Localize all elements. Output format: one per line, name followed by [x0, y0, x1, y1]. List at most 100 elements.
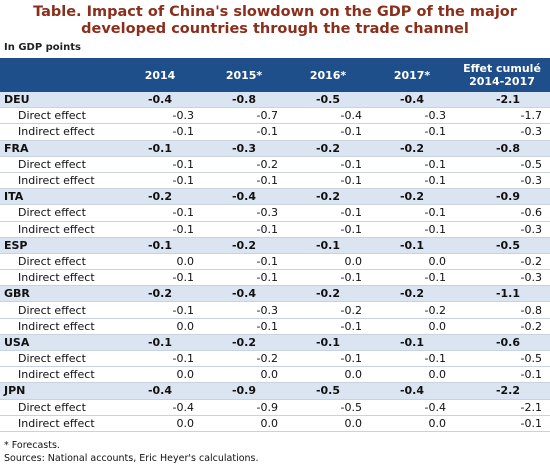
effect-value: -2.1 [454, 399, 550, 416]
effect-label: Indirect effect [0, 123, 118, 141]
effect-value: -0.1 [454, 366, 550, 384]
country-label: FRA [0, 140, 118, 157]
country-label: JPN [0, 382, 118, 400]
header-cell: 2015* [202, 58, 286, 92]
country-value: -0.4 [118, 382, 202, 400]
header-text: 2017* [393, 68, 431, 82]
effect-row: Indirect effect -0.1 -0.1 -0.1 -0.1 -0.3 [0, 123, 550, 141]
effect-value: -0.4 [370, 399, 454, 416]
effect-row: Direct effect 0.0 -0.1 0.0 0.0 -0.2 [0, 253, 550, 271]
country-value: -0.1 [370, 237, 454, 254]
country-row: GBR -0.2 -0.4 -0.2 -0.2 -1.1 [0, 285, 550, 303]
country-value: -0.4 [202, 285, 286, 303]
effect-value: -0.3 [454, 269, 550, 287]
country-label: GBR [0, 285, 118, 303]
header-cell: 2016* [286, 58, 370, 92]
effect-value: -0.1 [202, 318, 286, 335]
effect-value: -0.3 [370, 107, 454, 125]
effect-value: 0.0 [370, 366, 454, 384]
country-value: -0.2 [202, 237, 286, 254]
country-value: -0.1 [118, 140, 202, 157]
effect-label: Direct effect [0, 156, 118, 173]
effect-value: -0.1 [118, 123, 202, 141]
effect-value: -0.3 [118, 107, 202, 125]
effect-label: Direct effect [0, 350, 118, 368]
effect-value: 0.0 [286, 366, 370, 384]
country-value: -0.1 [370, 334, 454, 352]
effect-value: -0.9 [202, 399, 286, 416]
country-value: -0.9 [202, 382, 286, 400]
effect-value: -0.2 [370, 301, 454, 319]
country-value: -0.4 [118, 92, 202, 109]
country-value: -0.4 [202, 188, 286, 206]
effect-label: Indirect effect [0, 172, 118, 190]
country-value: -0.3 [202, 140, 286, 157]
effect-row: Indirect effect 0.0 0.0 0.0 0.0 -0.1 [0, 366, 550, 384]
effect-value: -0.1 [202, 172, 286, 190]
country-row: ESP -0.1 -0.2 -0.1 -0.1 -0.5 [0, 237, 550, 254]
effect-value: -0.2 [202, 350, 286, 368]
effect-value: -0.1 [286, 269, 370, 287]
effect-value: 0.0 [118, 366, 202, 384]
effect-value: 0.0 [118, 253, 202, 271]
effect-value: -0.1 [286, 204, 370, 222]
effect-row: Indirect effect 0.0 0.0 0.0 0.0 -0.1 [0, 415, 550, 432]
header-row: 2014 2015* 2016* 2017* Effet cumulé 2014-201… [0, 58, 550, 92]
country-value: -0.1 [118, 237, 202, 254]
country-row: ITA -0.2 -0.4 -0.2 -0.2 -0.9 [0, 188, 550, 206]
effect-row: Direct effect -0.4 -0.9 -0.5 -0.4 -2.1 [0, 399, 550, 416]
effect-value: 0.0 [118, 318, 202, 335]
header-text: 2016* [309, 68, 347, 82]
country-row: DEU -0.4 -0.8 -0.5 -0.4 -2.1 [0, 92, 550, 109]
effect-value: -0.3 [202, 301, 286, 319]
country-row: FRA -0.1 -0.3 -0.2 -0.2 -0.8 [0, 140, 550, 157]
header-cell: Effet cumulé 2014-2017 [454, 58, 550, 92]
effect-value: -0.3 [454, 123, 550, 141]
country-value: -0.2 [286, 188, 370, 206]
footnote: * Forecasts. [4, 440, 60, 451]
footnotes: * Forecasts. Sources: National accounts, … [4, 439, 259, 465]
effect-value: -0.1 [370, 350, 454, 368]
effect-value: 0.0 [118, 415, 202, 432]
effect-value: 0.0 [202, 415, 286, 432]
table-body: DEU -0.4 -0.8 -0.5 -0.4 -2.1 Direct effect -0.3… [0, 92, 550, 432]
effect-value: -0.6 [454, 204, 550, 222]
effect-row: Direct effect -0.1 -0.2 -0.1 -0.1 -0.5 [0, 350, 550, 368]
effect-row: Direct effect -0.1 -0.3 -0.2 -0.2 -0.8 [0, 301, 550, 319]
effect-value: -0.2 [286, 301, 370, 319]
effect-value: -0.3 [454, 172, 550, 190]
country-value: -0.5 [286, 92, 370, 109]
country-value: -0.6 [454, 334, 550, 352]
country-value: -0.9 [454, 188, 550, 206]
effect-value: 0.0 [370, 415, 454, 432]
country-value: -0.8 [202, 92, 286, 109]
effect-value: -1.7 [454, 107, 550, 125]
country-value: -0.1 [286, 237, 370, 254]
effect-value: -0.1 [118, 269, 202, 287]
country-value: -0.2 [118, 188, 202, 206]
effect-label: Direct effect [0, 253, 118, 271]
effect-value: -0.1 [202, 269, 286, 287]
country-value: -2.1 [454, 92, 550, 109]
effect-row: Indirect effect -0.1 -0.1 -0.1 -0.1 -0.3 [0, 172, 550, 190]
effect-row: Direct effect -0.3 -0.7 -0.4 -0.3 -1.7 [0, 107, 550, 125]
effect-label: Indirect effect [0, 415, 118, 432]
effect-value: 0.0 [370, 253, 454, 271]
country-value: -0.2 [370, 188, 454, 206]
effect-value: -0.1 [370, 221, 454, 238]
effect-label: Direct effect [0, 204, 118, 222]
effect-value: -0.1 [118, 204, 202, 222]
country-label: ITA [0, 188, 118, 206]
header-text: Effet cumulé 2014-2017 [463, 62, 541, 88]
effect-row: Indirect effect 0.0 -0.1 -0.1 0.0 -0.2 [0, 318, 550, 335]
country-value: -0.2 [370, 285, 454, 303]
effect-value: -0.4 [118, 399, 202, 416]
effect-label: Indirect effect [0, 269, 118, 287]
effect-value: -0.1 [202, 253, 286, 271]
effect-value: -0.3 [454, 221, 550, 238]
effect-value: -0.1 [370, 172, 454, 190]
effect-value: -0.1 [286, 221, 370, 238]
country-value: -0.1 [118, 334, 202, 352]
country-value: -0.5 [454, 237, 550, 254]
